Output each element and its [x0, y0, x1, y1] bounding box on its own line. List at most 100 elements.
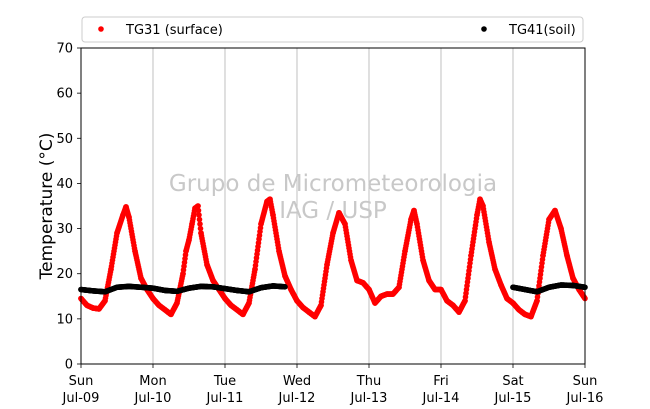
data-point: [504, 295, 510, 302]
data-point: [516, 307, 522, 313]
data-point: [480, 203, 486, 209]
watermark: Grupo de Micrometeorologia IAG / USP: [169, 171, 497, 224]
data-point: [282, 273, 288, 279]
data-point: [196, 212, 202, 218]
data-point: [84, 302, 90, 309]
data-point: [102, 288, 108, 295]
data-point: [246, 288, 252, 295]
data-point: [468, 252, 474, 259]
y-tick-label: 70: [56, 42, 73, 57]
x-tick-label-day: Jul-12: [278, 391, 316, 406]
data-point: [318, 302, 324, 309]
y-axis: 0 10 20 30 40 50 60 70: [56, 42, 81, 373]
data-point: [126, 214, 132, 221]
x-tick-label-day: Jul-16: [566, 391, 604, 406]
data-point: [120, 212, 126, 218]
series-soil: [78, 282, 588, 295]
data-point: [186, 237, 192, 243]
x-axis: Sun Jul-09 Mon Jul-10 Tue Jul-11 Wed Jul-12 Thu J…: [62, 364, 604, 406]
data-point: [372, 300, 378, 306]
data-point: [210, 284, 216, 290]
data-point: [228, 302, 234, 309]
y-tick-label: 50: [56, 132, 73, 147]
data-point: [486, 239, 492, 245]
data-point: [150, 285, 156, 291]
data-point: [528, 313, 534, 320]
data-point: [132, 248, 138, 254]
data-point: [522, 311, 528, 318]
x-tick-label-day: Jul-10: [134, 391, 172, 406]
data-point: [438, 286, 444, 293]
data-point: [558, 282, 564, 288]
data-point: [196, 216, 203, 223]
data-point: [330, 230, 336, 236]
data-point: [252, 266, 258, 273]
data-point: [360, 279, 366, 286]
data-point: [197, 221, 203, 227]
data-point: [114, 284, 120, 291]
plot-frame: [80, 47, 586, 365]
legend: TG31 (surface) TG41(soil): [81, 16, 584, 43]
data-point: [126, 283, 132, 290]
data-point: [420, 257, 426, 263]
data-point: [138, 275, 144, 282]
data-point: [384, 291, 390, 297]
x-tick-label-weekday: Sun: [573, 374, 598, 389]
data-point: [270, 283, 276, 289]
data-point: [168, 311, 174, 318]
data-point: [270, 212, 276, 218]
data-point: [534, 298, 540, 304]
watermark-line-1: Grupo de Micrometeorologia: [169, 171, 497, 197]
legend-marker-surface: [98, 26, 104, 32]
data-point: [510, 284, 516, 291]
data-point: [342, 221, 348, 227]
data-point: [174, 300, 180, 306]
data-point: [162, 307, 168, 313]
data-point: [366, 286, 372, 293]
data-point: [546, 216, 552, 223]
data-point: [240, 311, 246, 318]
data-point: [378, 293, 384, 300]
series-surface: [78, 196, 588, 320]
data-point: [570, 275, 576, 282]
legend-marker-soil: [481, 26, 487, 32]
watermark-line-2: IAG / USP: [279, 198, 387, 224]
data-point: [162, 287, 168, 294]
legend-box: [81, 16, 584, 43]
x-tick-label-day: Jul-14: [422, 391, 460, 406]
data-point: [198, 283, 204, 290]
data-point: [432, 286, 438, 293]
data-point: [534, 288, 540, 295]
series-layer: [78, 196, 588, 320]
y-tick-label: 10: [56, 312, 73, 327]
data-point: [540, 252, 546, 259]
data-point: [312, 313, 318, 320]
data-point: [300, 304, 306, 311]
data-point: [222, 285, 228, 292]
data-point: [444, 298, 450, 304]
data-point: [348, 257, 354, 263]
y-tick-label: 20: [56, 267, 73, 282]
data-point: [294, 298, 300, 304]
y-axis-label: Temperature (°C): [37, 133, 57, 281]
data-point: [186, 285, 192, 291]
data-point: [234, 287, 240, 294]
data-point: [195, 203, 201, 209]
data-point: [96, 306, 102, 312]
data-point: [102, 298, 108, 304]
data-point: [180, 270, 186, 277]
data-point: [258, 221, 264, 227]
data-point: [450, 302, 456, 309]
data-point: [204, 261, 210, 268]
data-point: [456, 309, 462, 315]
data-point: [414, 221, 420, 227]
data-point: [498, 282, 504, 288]
data-point: [408, 216, 414, 223]
data-point: [558, 225, 564, 232]
data-point: [174, 288, 180, 295]
data-point: [510, 300, 516, 306]
x-tick-label-day: Jul-09: [62, 391, 100, 406]
data-point: [90, 288, 96, 294]
